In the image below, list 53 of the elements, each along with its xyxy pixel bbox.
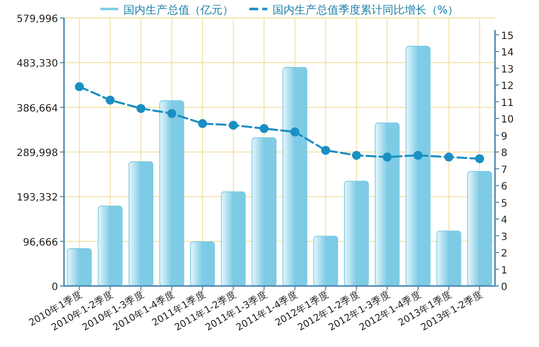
point — [382, 152, 392, 162]
y2-tick-label: 3 — [501, 232, 508, 243]
point — [198, 119, 208, 128]
point — [352, 150, 361, 160]
bar — [220, 191, 246, 286]
point — [74, 82, 84, 92]
bar — [436, 230, 462, 286]
y2-tick-label: 11 — [501, 98, 514, 109]
y2-tick-label: 15 — [501, 30, 514, 42]
y-tick-label: 386,664 — [16, 103, 58, 114]
y-tick-label: 96,666 — [23, 237, 58, 248]
bar — [98, 206, 123, 286]
y2-tick-label: 1 — [501, 265, 508, 276]
y-tick-label: 483,330 — [16, 58, 58, 70]
y2-tick-label: 9 — [501, 131, 508, 142]
y2-tick-label: 10 — [501, 114, 514, 126]
y2-tick-label: 8 — [501, 148, 508, 159]
legend-label: 国内生产总值（亿元） — [123, 4, 234, 16]
bar — [374, 122, 400, 286]
y-tick-label: 0 — [52, 282, 58, 293]
point — [475, 154, 484, 164]
bar — [406, 46, 430, 286]
bar — [282, 67, 308, 286]
bar — [252, 137, 277, 286]
y2-tick-label: 0 — [501, 282, 508, 293]
point — [260, 124, 269, 134]
bar — [344, 180, 369, 286]
y2-tick-label: 5 — [501, 198, 508, 210]
point — [414, 150, 423, 160]
bar — [128, 161, 154, 286]
y2-tick-label: 2 — [501, 248, 508, 260]
y2-tick-label: 4 — [501, 215, 508, 226]
legend-label: 国内生产总值季度累计同比增长（%） — [272, 4, 459, 16]
y2-tick-label: 14 — [501, 48, 514, 58]
point — [167, 108, 176, 118]
bar — [66, 248, 92, 286]
point — [290, 127, 300, 136]
y-tick-label: 193,332 — [16, 192, 58, 204]
point — [444, 152, 454, 162]
bar — [190, 241, 215, 286]
bar — [313, 236, 338, 286]
y2-tick-label: 6 — [501, 182, 508, 192]
y2-tick-label: 7 — [501, 164, 508, 176]
bar — [159, 100, 184, 286]
y-tick-label: 579,996 — [16, 14, 58, 25]
y2-tick-label: 12 — [501, 81, 514, 92]
bar — [467, 171, 492, 286]
point — [321, 146, 330, 155]
point — [228, 120, 238, 130]
y2-tick-label: 13 — [501, 64, 514, 76]
point — [136, 104, 146, 113]
y-tick-label: 289,998 — [16, 148, 58, 159]
point — [106, 96, 115, 105]
